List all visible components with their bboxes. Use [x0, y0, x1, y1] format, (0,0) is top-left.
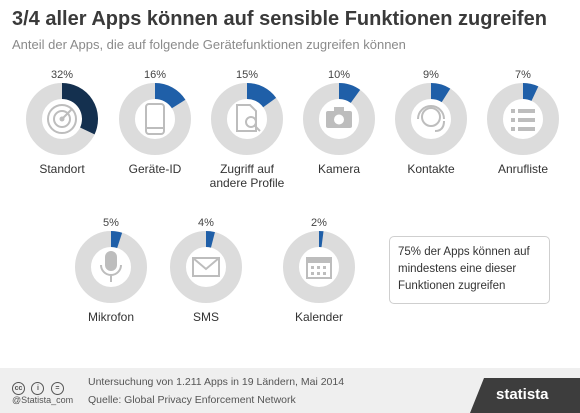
source-citation: Quelle: Global Privacy Enforcement Netwo…	[88, 394, 296, 406]
donut-segment	[338, 83, 361, 104]
donut-3: 15% Zugriff auf andere Profile	[210, 69, 285, 190]
value-label: 32%	[51, 69, 73, 81]
donut-segment	[154, 83, 186, 109]
envelope-icon	[192, 257, 220, 277]
donut-5: 9% Kontakte	[395, 69, 467, 176]
cc-icon: cc	[12, 382, 25, 395]
value-label: 2%	[311, 217, 327, 229]
donut-7: 5% Mikrofon	[75, 217, 147, 324]
calendar-icon	[306, 257, 332, 279]
value-label: 7%	[515, 69, 531, 81]
value-label: 16%	[144, 69, 166, 81]
category-label: Anrufliste	[498, 162, 548, 176]
donut-chart: 32% Standort 16% Geräte-ID 15% Zugriff auf and…	[26, 69, 559, 324]
profile-search-icon	[236, 104, 261, 132]
donut-2: 16% Geräte-ID	[119, 69, 191, 176]
radar-icon	[47, 104, 77, 134]
chart-subtitle: Anteil der Apps, die auf folgende Geräte…	[12, 37, 406, 52]
category-label: Kalender	[295, 310, 343, 324]
statista-credit: @Statista_com	[12, 395, 74, 405]
value-label: 4%	[198, 217, 214, 229]
summary-note: 75% der Apps können auf mindestens eine …	[389, 236, 550, 304]
donut-segment	[110, 231, 123, 249]
microphone-icon	[100, 251, 122, 282]
headset-icon	[417, 105, 445, 132]
chart-title: 3/4 aller Apps können auf sensible Funkt…	[12, 8, 547, 30]
donut-segment	[522, 82, 539, 102]
donut-track	[170, 231, 242, 303]
by-icon: i	[31, 382, 45, 395]
category-label: Mikrofon	[88, 310, 134, 324]
source-note: Untersuchung von 1.211 Apps in 19 Länder…	[88, 376, 345, 388]
category-label: Geräte-ID	[129, 162, 182, 176]
category-label: Zugriff auf andere Profile	[210, 162, 285, 190]
value-label: 9%	[423, 69, 439, 81]
value-label: 15%	[236, 69, 258, 81]
nd-icon: =	[50, 382, 64, 395]
donut-segment	[61, 83, 98, 135]
category-label: SMS	[193, 310, 219, 324]
category-label: Kontakte	[407, 162, 455, 176]
camera-icon	[326, 107, 352, 128]
donut-segment	[430, 83, 451, 103]
smartphone-icon	[145, 103, 165, 135]
category-label: Standort	[39, 162, 85, 176]
donut-1: 32% Standort	[26, 69, 98, 176]
list-icon	[511, 109, 535, 131]
donut-6: 7% Anrufliste	[487, 69, 559, 176]
donut-segment	[246, 83, 277, 108]
statista-logo: statista	[470, 378, 580, 413]
value-label: 10%	[328, 69, 350, 81]
category-label: Kamera	[318, 162, 360, 176]
donut-8: 4% SMS	[170, 217, 242, 324]
donut-4: 10% Kamera	[303, 69, 375, 176]
value-label: 5%	[103, 217, 119, 229]
license-icons: cc i =	[12, 377, 66, 395]
donut-9: 2% Kalender	[283, 217, 355, 324]
footer: cc i = @Statista_com Untersuchung von 1.…	[0, 368, 580, 413]
donut-track	[395, 83, 467, 155]
donut-segment	[205, 231, 215, 248]
